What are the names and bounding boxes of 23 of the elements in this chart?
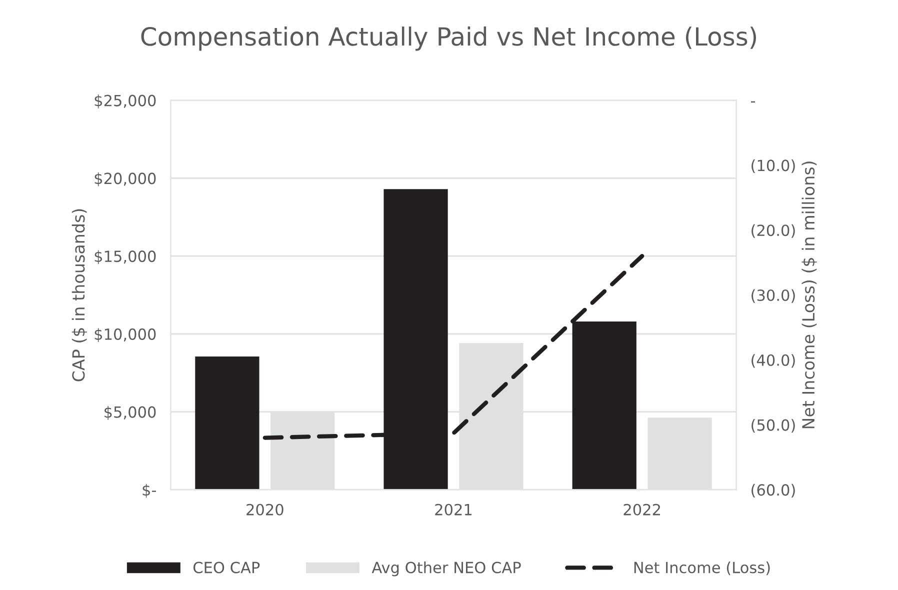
y-axis-title: CAP ($ in thousands) — [72, 209, 87, 382]
chart-title: Compensation Actually Paid vs Net Income (Loss) — [141, 26, 756, 51]
y2-tick-label: (60.0) — [752, 484, 795, 498]
y2-tick-label: (10.0) — [752, 159, 795, 174]
y-tick-label: $5,000 — [104, 406, 156, 420]
x-tick-label: 2020 — [246, 504, 284, 516]
bar — [195, 356, 260, 490]
y2-tick-label: - — [750, 101, 756, 103]
x-tick-label: 2021 — [435, 504, 472, 516]
legend-label: Avg Other NEO CAP — [372, 561, 521, 576]
legend-label: Net Income (Loss) — [634, 561, 770, 576]
y-tick-label: $25,000 — [94, 94, 156, 108]
y-tick-label: $- — [142, 484, 156, 498]
y2-tick-label: (30.0) — [752, 289, 795, 303]
y2-tick-label: (40.0) — [752, 354, 795, 368]
y-tick-label: $10,000 — [94, 328, 156, 342]
y2-tick-label: (50.0) — [752, 419, 795, 433]
y-tick-label: $15,000 — [94, 250, 156, 264]
y-tick-label: $20,000 — [94, 172, 156, 186]
y2-axis-title: Net Income (Loss) ($ in millions) — [802, 162, 817, 428]
legend-label: CEO CAP — [193, 562, 260, 574]
x-tick-label: 2022 — [624, 504, 660, 516]
y2-tick-label: (20.0) — [752, 224, 795, 238]
